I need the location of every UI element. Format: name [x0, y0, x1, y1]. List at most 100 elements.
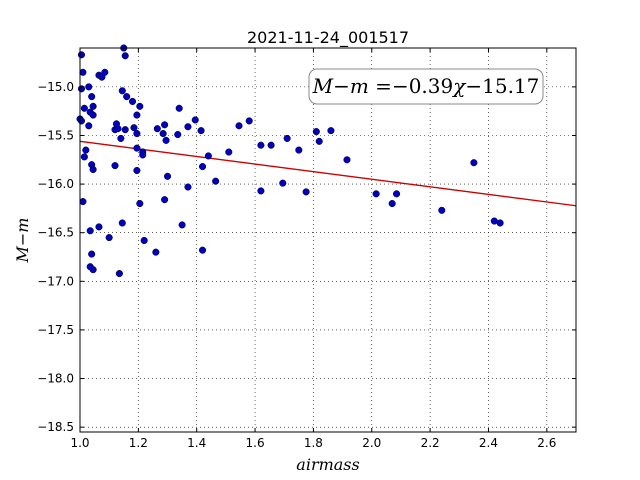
y-tick-label: −16.5: [37, 226, 74, 240]
data-point: [191, 116, 199, 124]
data-point: [101, 68, 109, 76]
data-point: [77, 51, 86, 59]
data-point: [159, 129, 167, 138]
data-point: [279, 179, 287, 187]
data-point: [80, 153, 88, 161]
data-point: [152, 248, 160, 256]
data-point: [105, 234, 113, 242]
data-point: [123, 93, 131, 101]
data-point: [95, 223, 103, 231]
x-tick-label: 1.2: [129, 436, 148, 450]
fit-line: [79, 140, 577, 207]
data-point: [128, 97, 137, 106]
annotation-prefix: M−m: [312, 74, 369, 98]
annotation-variable: χ: [451, 74, 467, 98]
y-tick-label: −17.0: [37, 274, 74, 288]
data-point: [88, 250, 96, 258]
data-point: [372, 190, 380, 198]
data-point: [80, 104, 88, 112]
y-tick-label: −15.5: [37, 128, 74, 142]
data-point: [302, 188, 310, 196]
annotation-intercept: −15.17: [465, 74, 539, 98]
data-point: [118, 87, 126, 95]
data-point: [133, 111, 141, 119]
data-point: [153, 125, 161, 133]
data-point: [496, 219, 504, 227]
data-point: [245, 117, 253, 125]
x-tick-label: 1.8: [304, 436, 323, 450]
data-point: [388, 199, 396, 208]
data-point: [174, 130, 182, 139]
x-tick-label: 2.6: [537, 436, 556, 450]
x-tick-label: 1.4: [187, 436, 206, 450]
data-point: [86, 227, 94, 235]
data-point: [161, 196, 169, 204]
data-point: [136, 199, 144, 208]
data-point: [117, 134, 125, 142]
data-point: [327, 127, 335, 135]
data-point: [315, 137, 323, 145]
data-point: [85, 122, 93, 130]
data-point: [136, 102, 144, 110]
y-axis-label: M−m: [13, 218, 32, 264]
data-point: [267, 141, 275, 149]
data-point: [212, 177, 220, 185]
data-point: [118, 219, 126, 227]
data-point: [343, 156, 351, 164]
data-point: [198, 163, 207, 171]
data-point: [140, 236, 148, 245]
chart-title: 2021-11-24_001517: [247, 28, 409, 48]
y-tick-label: −15.0: [37, 80, 74, 94]
data-point: [184, 123, 192, 131]
data-point: [295, 146, 303, 154]
data-point: [79, 68, 87, 76]
data-point: [133, 166, 141, 175]
data-point: [257, 187, 265, 195]
data-point: [184, 183, 192, 191]
data-point: [283, 134, 291, 142]
data-point: [121, 52, 129, 60]
annotation-equals: =: [369, 74, 392, 98]
data-point: [121, 126, 129, 134]
x-tick-label: 2.0: [362, 436, 381, 450]
data-point: [175, 104, 183, 112]
y-tick-label: −17.5: [37, 323, 74, 337]
fit-line-group: [79, 140, 577, 207]
data-point: [79, 198, 87, 206]
data-point: [89, 111, 97, 119]
data-point: [114, 125, 122, 133]
x-tick-label: 2.2: [421, 436, 440, 450]
x-tick-labels: 1.0 1.2 1.4 1.6 1.8 2.0 2.2 2.4 2.6: [70, 436, 556, 450]
plot-frame: [79, 47, 577, 433]
data-point: [393, 190, 401, 198]
y-tick-labels: −15.0 −15.5 −16.0 −16.5 −17.0 −17.5 −18.0 −18.5: [37, 80, 74, 434]
data-point: [89, 165, 97, 174]
data-point: [111, 162, 119, 170]
x-axis-label: airmass: [296, 455, 359, 474]
annotation-slope: −0.39: [392, 74, 453, 98]
data-point: [89, 266, 97, 274]
fit-annotation: M−m =−0.39χ−15.17: [308, 68, 544, 105]
data-point: [235, 122, 243, 130]
y-tick-label: −16.0: [37, 177, 74, 191]
data-point: [89, 102, 97, 110]
annotation-box: [308, 68, 544, 105]
data-point: [163, 172, 172, 180]
data-point: [115, 269, 123, 278]
data-point: [139, 151, 147, 159]
data-point: [312, 128, 320, 136]
x-tick-label: 1.6: [246, 436, 265, 450]
data-point: [130, 124, 138, 132]
grid: [79, 48, 576, 432]
y-tick-label: −18.5: [37, 420, 74, 434]
data-point: [85, 83, 93, 91]
data-point: [161, 121, 169, 129]
annotation-text: M−m =−0.39χ−15.17: [312, 74, 540, 98]
data-point: [82, 146, 90, 154]
data-point: [257, 141, 265, 149]
data-point: [225, 148, 233, 156]
x-tick-label: 2.4: [479, 436, 498, 450]
data-point: [133, 144, 141, 152]
data-point: [133, 129, 141, 138]
